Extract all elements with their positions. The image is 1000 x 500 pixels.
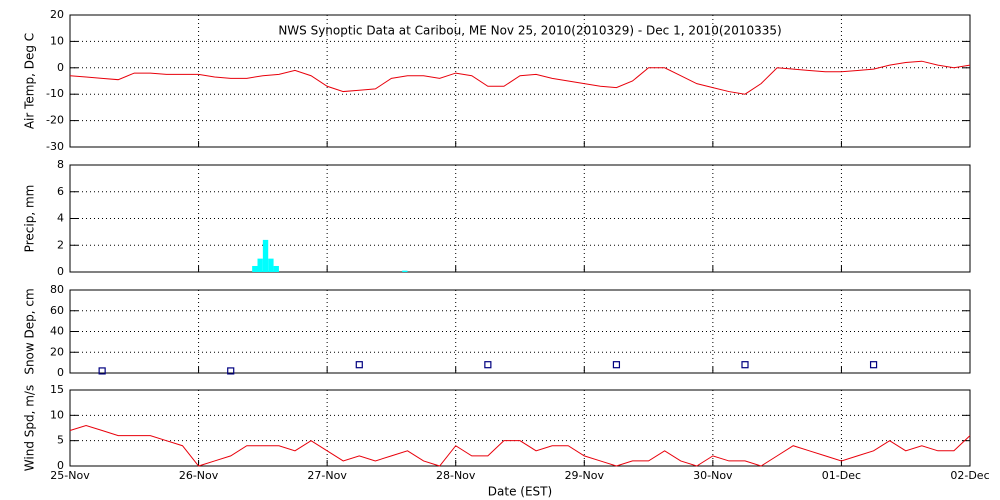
y-axis-label: Wind Spd, m/s: [23, 385, 37, 471]
bar: [268, 258, 274, 272]
data-line: [69, 60, 971, 95]
y-tick-label: -30: [46, 140, 64, 153]
y-tick-label: 0: [57, 61, 64, 74]
data-line: [69, 424, 971, 467]
y-tick-label: 10: [50, 408, 64, 421]
y-tick-label: 5: [57, 434, 64, 447]
bar: [257, 258, 263, 272]
y-tick-label: 20: [50, 8, 64, 21]
y-tick-label: 0: [57, 459, 64, 472]
y-tick-label: 0: [57, 265, 64, 278]
y-tick-label: 4: [57, 212, 64, 225]
bar: [402, 270, 408, 272]
x-tick-label: 29-Nov: [565, 469, 605, 482]
plot-frame: [69, 289, 971, 374]
y-tick-label: 15: [50, 383, 64, 396]
plot-frame: [69, 14, 971, 148]
y-tick-label: 60: [50, 304, 64, 317]
marker: [484, 361, 492, 369]
marker: [227, 367, 235, 375]
bar: [273, 265, 279, 272]
plot-frame: [69, 389, 971, 467]
y-tick-label: 6: [57, 185, 64, 198]
y-tick-label: 80: [50, 283, 64, 296]
marker: [612, 361, 621, 369]
bar: [262, 239, 269, 272]
plot-frame: [69, 164, 971, 273]
x-tick-label: 26-Nov: [179, 469, 219, 482]
x-tick-label: 02-Dec: [950, 469, 989, 482]
y-tick-label: 10: [50, 34, 64, 47]
y-axis-label: Snow Dep, cm: [23, 288, 37, 374]
marker: [355, 361, 363, 369]
marker: [869, 361, 878, 369]
bar: [252, 265, 258, 272]
x-axis-label: Date (EST): [488, 485, 552, 499]
y-axis-label: Air Temp, Deg C: [23, 33, 37, 129]
x-tick-label: 28-Nov: [436, 469, 476, 482]
y-tick-label: 2: [57, 238, 64, 251]
marker: [741, 361, 749, 369]
x-tick-label: 27-Nov: [307, 469, 347, 482]
x-tick-label: 30-Nov: [693, 469, 733, 482]
marker: [98, 367, 106, 375]
y-tick-label: 0: [57, 366, 64, 379]
chart-title: NWS Synoptic Data at Caribou, ME Nov 25,…: [278, 24, 781, 38]
y-tick-label: 40: [50, 325, 64, 338]
x-tick-label: 25-Nov: [50, 469, 90, 482]
y-axis-label: Precip, mm: [23, 185, 37, 253]
y-tick-label: -10: [46, 87, 64, 100]
y-tick-label: 20: [50, 345, 64, 358]
y-tick-label: -20: [46, 114, 64, 127]
y-tick-label: 8: [57, 158, 64, 171]
x-tick-label: 01-Dec: [822, 469, 861, 482]
